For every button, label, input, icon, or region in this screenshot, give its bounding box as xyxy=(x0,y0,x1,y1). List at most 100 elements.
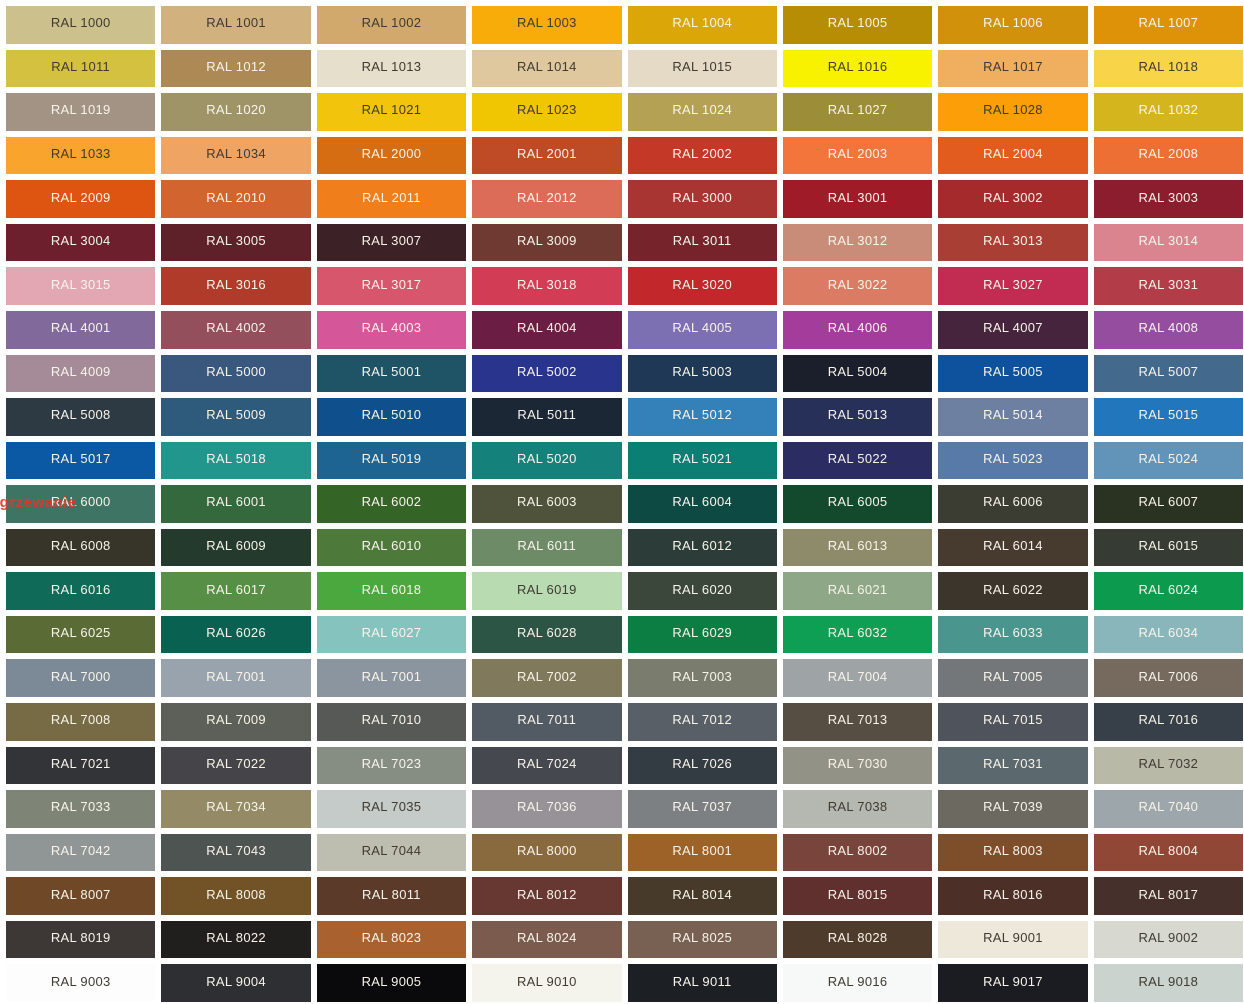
ral-swatch: RAL 1000 xyxy=(6,6,156,44)
ral-swatch: RAL 6010 xyxy=(316,528,467,567)
ral-swatch: RAL 6006 xyxy=(938,485,1088,523)
ral-code-label: RAL 7044 xyxy=(361,843,422,859)
ral-swatch: RAL 4009 xyxy=(6,354,156,393)
ral-code-label: RAL 5003 xyxy=(672,363,733,379)
ral-swatch: RAL 1018 xyxy=(1093,49,1243,88)
ral-code-label: RAL 1018 xyxy=(1138,58,1199,74)
ral-swatch: RAL 6015 xyxy=(1093,528,1243,567)
ral-code-label: RAL 6002 xyxy=(361,494,422,510)
ral-swatch: RAL 9005 xyxy=(316,964,467,1002)
ral-swatch: RAL 6034 xyxy=(1093,615,1243,654)
ral-swatch: RAL 4004 xyxy=(472,310,622,349)
ral-code-label: RAL 1015 xyxy=(672,58,733,74)
ral-swatch: RAL 7010 xyxy=(316,703,467,741)
ral-swatch: RAL 1023 xyxy=(472,93,622,131)
ral-swatch: RAL 5005 xyxy=(938,354,1088,393)
ral-code-label: RAL 7042 xyxy=(50,843,111,859)
ral-swatch: RAL 3031 xyxy=(1093,267,1243,305)
ral-swatch: RAL 2009 xyxy=(6,180,156,218)
ral-code-label: RAL 5015 xyxy=(1138,407,1199,423)
ral-code-label: RAL 7002 xyxy=(516,668,577,684)
ral-code-label: RAL 7012 xyxy=(672,712,733,728)
ral-code-label: RAL 1020 xyxy=(206,102,266,118)
ral-swatch: RAL 9004 xyxy=(161,964,311,1002)
ral-swatch: RAL 2003 xyxy=(782,136,933,175)
ral-code-label: RAL 7009 xyxy=(206,712,266,728)
ral-code-label: RAL 1028 xyxy=(983,102,1043,118)
ral-swatch: RAL 7032 xyxy=(1093,746,1243,785)
ral-swatch: RAL 8004 xyxy=(1093,833,1243,872)
ral-code-label: RAL 5023 xyxy=(983,450,1043,466)
ral-swatch: RAL 1004 xyxy=(627,6,777,44)
ral-swatch: RAL 1027 xyxy=(782,93,933,131)
ral-swatch: RAL 3027 xyxy=(938,267,1088,305)
ral-swatch: RAL 8001 xyxy=(627,833,777,872)
ral-swatch: RAL 7001 xyxy=(161,659,311,698)
ral-code-label: RAL 1021 xyxy=(361,102,422,118)
ral-code-label: RAL 6017 xyxy=(206,581,266,597)
ral-code-label: RAL 6020 xyxy=(672,581,733,597)
ral-swatch: RAL 7038 xyxy=(782,790,933,828)
ral-swatch: RAL 4006 xyxy=(782,310,933,349)
ral-swatch: RAL 8000 xyxy=(472,833,622,872)
ral-swatch: RAL 6001 xyxy=(161,485,311,523)
ral-code-label: RAL 7023 xyxy=(361,755,422,771)
ral-swatch: RAL 3015 xyxy=(6,267,156,305)
ral-code-label: RAL 7031 xyxy=(983,755,1043,771)
ral-code-label: RAL 3001 xyxy=(827,189,888,205)
ral-code-label: RAL 6025 xyxy=(50,625,111,641)
ral-swatch: RAL 3001 xyxy=(782,180,933,218)
ral-code-label: RAL 7043 xyxy=(206,843,266,859)
ral-swatch: RAL 8022 xyxy=(161,920,311,959)
ral-code-label: RAL 7015 xyxy=(983,712,1043,728)
ral-code-label: RAL 5000 xyxy=(206,363,266,379)
ral-swatch: RAL 7013 xyxy=(782,703,933,741)
ral-code-label: RAL 8016 xyxy=(983,886,1043,902)
ral-swatch: RAL 6014 xyxy=(938,528,1088,567)
ral-code-label: RAL 7013 xyxy=(827,712,888,728)
ral-code-label: RAL 6028 xyxy=(516,625,577,641)
ral-swatch: RAL 9002 xyxy=(1093,920,1243,959)
ral-swatch: RAL 7036 xyxy=(472,790,622,828)
ral-code-label: RAL 5024 xyxy=(1138,450,1199,466)
ral-code-label: RAL 4003 xyxy=(361,320,422,336)
ral-swatch: RAL 7012 xyxy=(627,703,777,741)
ral-code-label: RAL 6004 xyxy=(672,494,733,510)
ral-code-label: RAL 8014 xyxy=(672,886,733,902)
ral-swatch: RAL 1014 xyxy=(472,49,622,88)
ral-code-label: RAL 8004 xyxy=(1138,843,1199,859)
ral-code-label: RAL 6018 xyxy=(361,581,422,597)
ral-code-label: RAL 5021 xyxy=(672,450,733,466)
ral-code-label: RAL 6034 xyxy=(1138,625,1199,641)
ral-code-label: RAL 1014 xyxy=(516,58,577,74)
ral-code-label: RAL 7024 xyxy=(516,755,577,771)
ral-swatch: RAL 1003 xyxy=(472,6,622,44)
ral-swatch: RAL 6021 xyxy=(782,572,933,610)
ral-swatch: RAL 7033 xyxy=(6,790,156,828)
ral-swatch: RAL 8019 xyxy=(6,920,156,959)
ral-code-label: RAL 3003 xyxy=(1138,189,1199,205)
ral-code-label: RAL 1007 xyxy=(1138,15,1199,31)
ral-swatch: RAL 6027 xyxy=(316,615,467,654)
ral-swatch: RAL 5010 xyxy=(316,398,467,436)
ral-code-label: RAL 7003 xyxy=(672,668,733,684)
ral-swatch: RAL 2004 xyxy=(938,136,1088,175)
ral-swatch: RAL 1016 xyxy=(782,49,933,88)
ral-swatch: RAL 3011 xyxy=(627,223,777,262)
ral-code-label: RAL 4005 xyxy=(672,320,733,336)
ral-code-label: RAL 2008 xyxy=(1138,145,1199,161)
ral-code-label: RAL 3013 xyxy=(983,233,1043,249)
ral-code-label: RAL 7026 xyxy=(672,755,733,771)
ral-swatch: RAL 7016 xyxy=(1093,703,1243,741)
ral-swatch: RAL 5000 xyxy=(161,354,311,393)
ral-swatch: RAL 9010 xyxy=(472,964,622,1002)
ral-swatch: RAL 1034 xyxy=(161,136,311,175)
ral-code-label: RAL 8003 xyxy=(983,843,1043,859)
ral-code-label: RAL 3007 xyxy=(361,233,422,249)
ral-swatch: RAL 5009 xyxy=(161,398,311,436)
ral-code-label: RAL 6013 xyxy=(827,538,888,554)
ral-code-label: RAL 6001 xyxy=(206,494,266,510)
ral-swatch: RAL 1011 xyxy=(6,49,156,88)
